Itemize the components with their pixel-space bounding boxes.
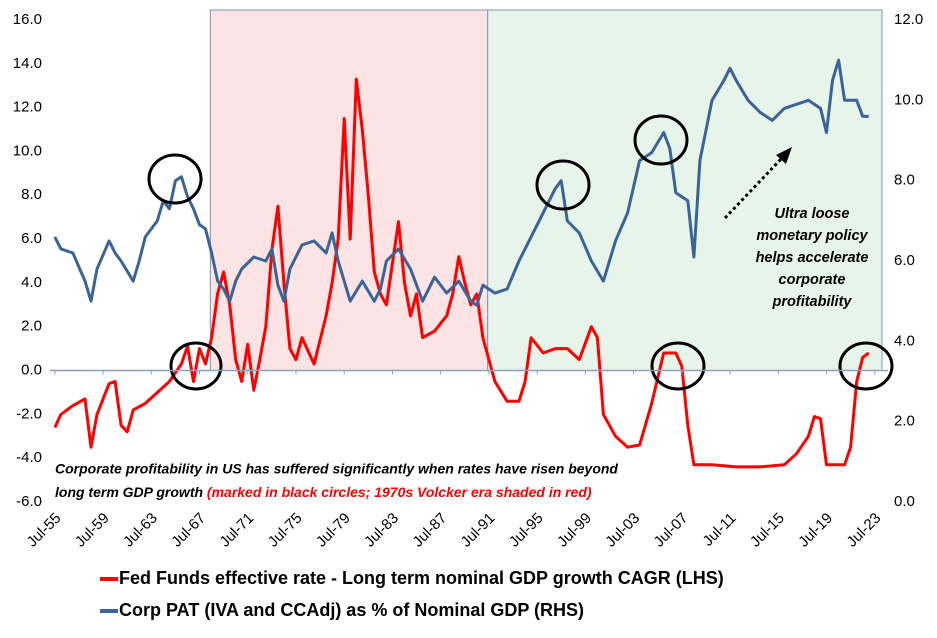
x-tick-label: Jul-11 xyxy=(700,510,740,550)
circle xyxy=(147,153,203,205)
y-tick-label: 10.0 xyxy=(13,142,42,159)
note-part: long term GDP growth xyxy=(55,484,207,500)
note-part: (marked in black circles; 1970s Volcker … xyxy=(207,484,592,500)
x-tick-label: Jul-19 xyxy=(795,510,836,551)
shaded-region xyxy=(487,9,883,372)
legend-label: Corp PAT (IVA and CCAdj) as % of Nominal… xyxy=(119,600,584,620)
x-tick-label: Jul-23 xyxy=(843,510,884,551)
y-tick-label: -2.0 xyxy=(16,405,42,422)
arrow-head xyxy=(776,147,792,164)
annotation-line: Ultra loose xyxy=(775,206,850,222)
y2-tick-label: 10.0 xyxy=(894,91,923,108)
x-tick-label: Jul-87 xyxy=(409,510,450,551)
x-tick-label: Jul-03 xyxy=(602,510,643,551)
y-tick-label: 2.0 xyxy=(21,318,42,335)
x-tick-label: Jul-95 xyxy=(506,510,547,551)
x-tick-label: Jul-59 xyxy=(72,510,113,551)
legend: Fed Funds effective rate - Long term nom… xyxy=(100,568,724,620)
circle xyxy=(650,341,706,391)
circle xyxy=(535,159,591,211)
y-tick-label: -6.0 xyxy=(16,493,42,510)
arrow-shaft xyxy=(723,156,784,220)
y2-tick-label: 0.0 xyxy=(894,493,915,510)
background-layer xyxy=(209,9,883,372)
y-tick-label: 12.0 xyxy=(13,99,42,116)
x-tick-label: Jul-63 xyxy=(120,510,161,551)
y-tick-label: 16.0 xyxy=(13,11,42,28)
x-tick-label: Jul-83 xyxy=(361,510,402,551)
x-tick-label: Jul-99 xyxy=(554,510,595,551)
y-tick-label: 0.0 xyxy=(21,362,42,379)
annotation: Ultra loose monetary policy helps accelera… xyxy=(756,206,869,310)
y2-tick-label: 8.0 xyxy=(894,172,915,189)
x-tick-label: Jul-91 xyxy=(458,510,499,551)
annotation-line: monetary policy xyxy=(756,228,868,244)
x-tick-label: Jul-71 xyxy=(216,510,257,551)
y2-tick-label: 4.0 xyxy=(894,332,915,349)
annotation-arrow xyxy=(723,147,792,220)
y-tick-label: 14.0 xyxy=(13,55,42,72)
x-tick-label: Jul-15 xyxy=(747,510,788,551)
note: long term GDP growth (marked in black ci… xyxy=(55,484,592,500)
legend-label: Fed Funds effective rate - Long term nom… xyxy=(119,568,724,588)
x-tick-label: Jul-79 xyxy=(313,510,354,551)
y2-tick-label: 12.0 xyxy=(894,11,923,28)
y2-tick-label: 2.0 xyxy=(894,413,915,430)
circle xyxy=(633,114,689,166)
series-line xyxy=(53,58,869,307)
circle xyxy=(169,341,223,391)
y-tick-label: 4.0 xyxy=(21,274,42,291)
annotation-line: corporate xyxy=(779,272,846,288)
x-tick-label: Jul-55 xyxy=(24,510,65,551)
y-tick-label: 6.0 xyxy=(21,230,42,247)
y2-tick-label: 6.0 xyxy=(894,252,915,269)
y-tick-label: 8.0 xyxy=(21,186,42,203)
annotation-line: helps accelerate xyxy=(756,250,869,266)
annotation-line: profitability xyxy=(772,294,853,310)
circle xyxy=(838,341,894,391)
y-tick-label: -4.0 xyxy=(16,449,42,466)
x-tick-label: Jul-67 xyxy=(168,510,209,551)
highlight-circles xyxy=(147,114,894,391)
note: Corporate profitability in US has suffer… xyxy=(55,461,618,477)
x-tick-label: Jul-07 xyxy=(651,510,692,551)
x-tick-label: Jul-75 xyxy=(265,510,306,551)
